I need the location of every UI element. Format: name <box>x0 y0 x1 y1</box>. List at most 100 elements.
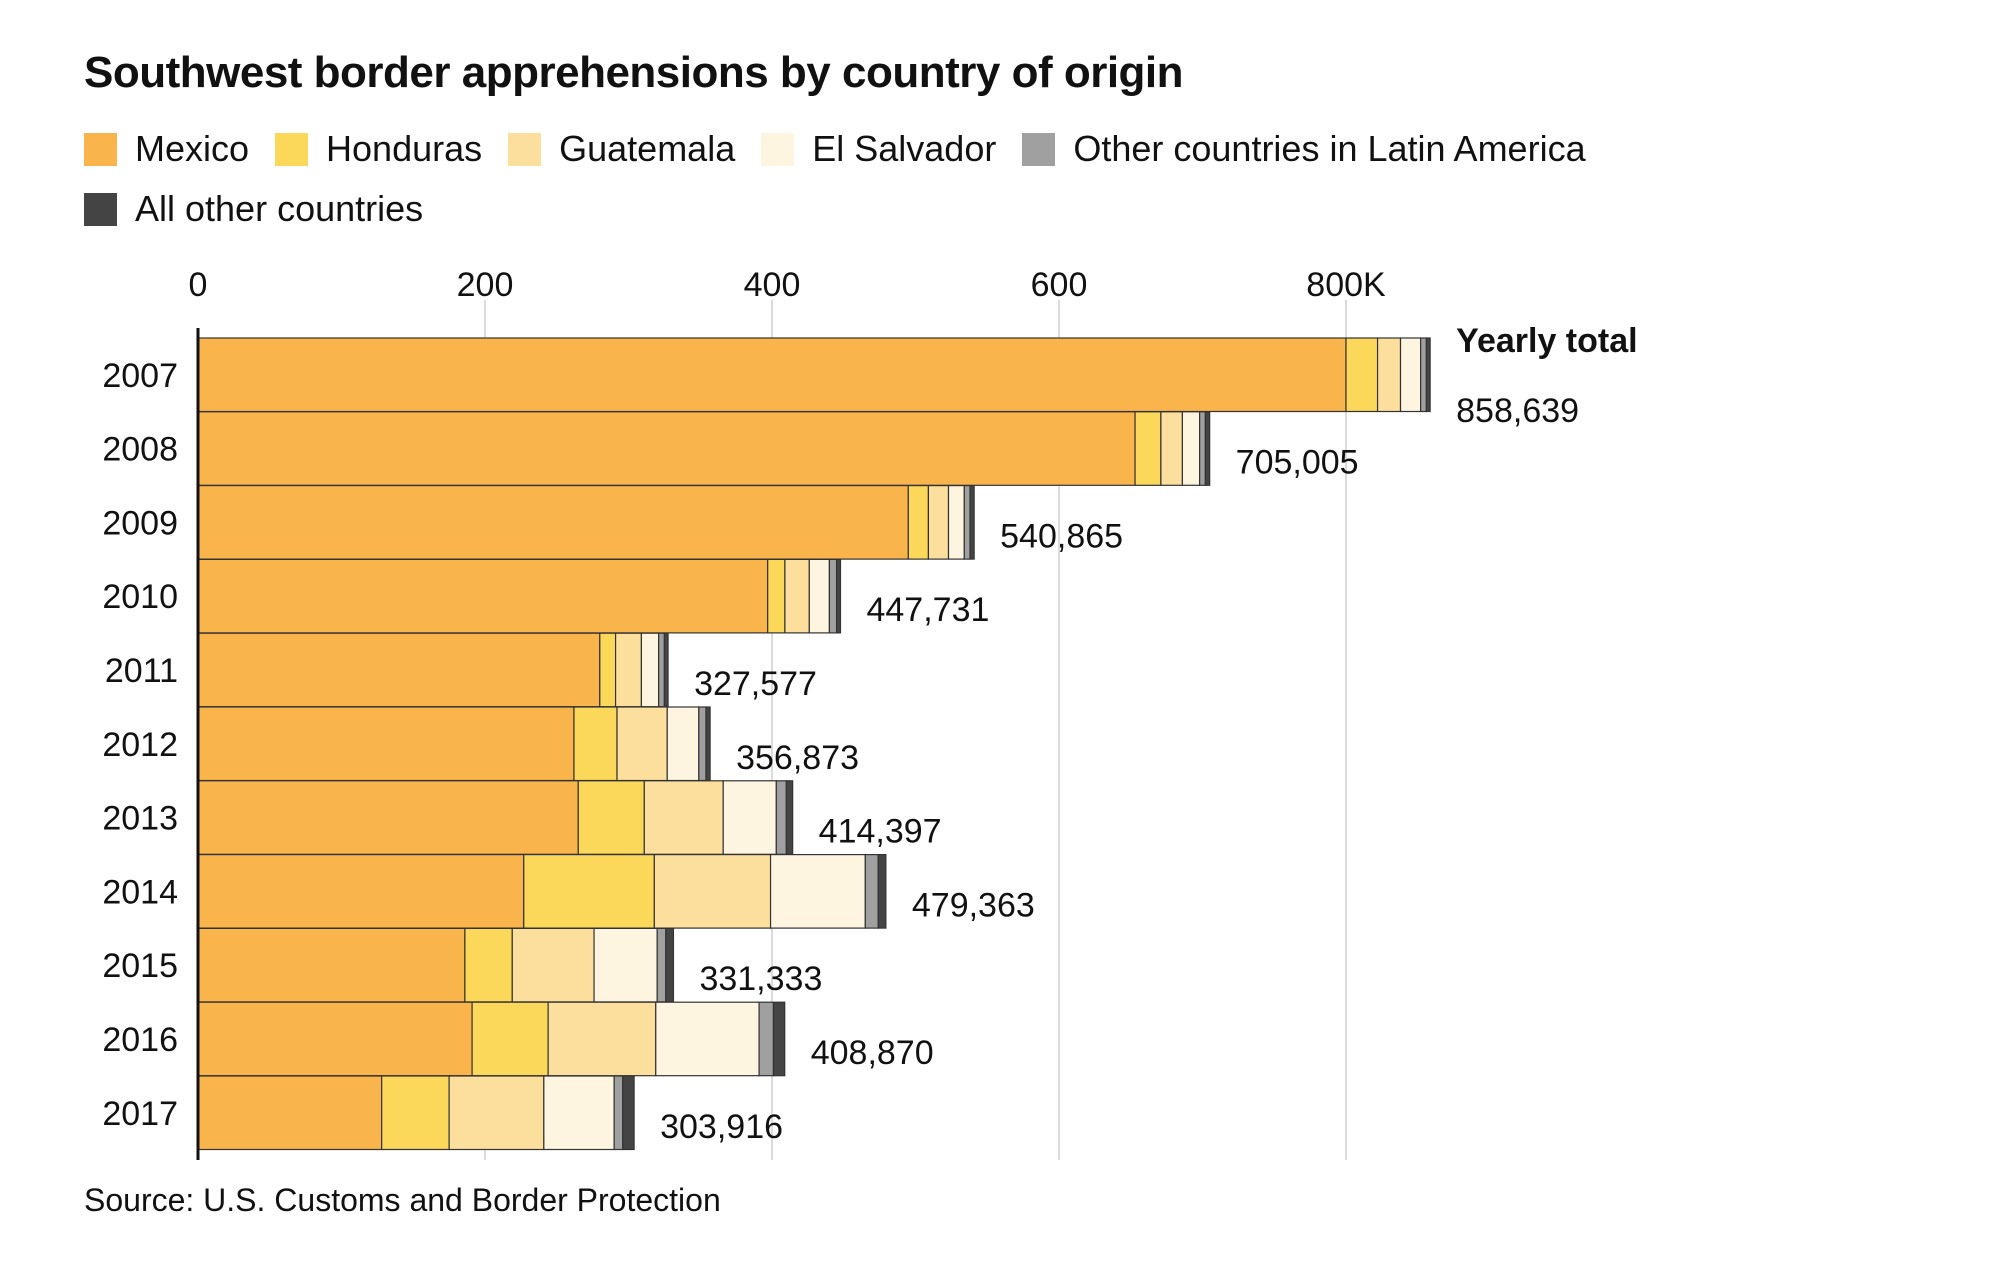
bar-segment-honduras <box>599 632 617 708</box>
bar-segment-all-other-countries <box>1204 411 1211 486</box>
legend-swatch <box>275 132 309 166</box>
bar-segment-all-other-countries <box>785 780 794 855</box>
y-category-label: 2010 <box>102 578 178 616</box>
bar-segment-mexico <box>197 558 769 634</box>
y-category-label: 2014 <box>102 873 178 911</box>
bar-segment-honduras <box>464 927 513 1003</box>
total-label: 479,363 <box>912 886 1035 924</box>
yearly-total-header: Yearly total <box>1456 322 1637 360</box>
bar-segment-other-countries-in-latin-america <box>658 632 665 708</box>
legend-item-honduras: Honduras <box>275 128 482 170</box>
legend-label: El Salvador <box>812 128 997 169</box>
total-label: 705,005 <box>1236 444 1359 482</box>
bar-segment-other-countries-in-latin-america <box>828 558 838 634</box>
bar-segment-honduras <box>577 780 645 855</box>
bar-segment-el-salvador <box>1181 411 1201 486</box>
y-category-label: 2007 <box>102 357 178 395</box>
bar-segment-all-other-countries <box>877 853 887 929</box>
bar-segment-guatemala <box>927 485 950 560</box>
bar-segment-other-countries-in-latin-america <box>613 1075 624 1151</box>
bar-segment-mexico <box>197 1075 383 1151</box>
legend-item-all-other-countries: All other countries <box>84 188 423 230</box>
source-note: Source: U.S. Customs and Border Protecti… <box>84 1182 721 1218</box>
legend-label: Guatemala <box>559 128 736 169</box>
bar-segment-el-salvador <box>947 485 965 560</box>
bar-segment-mexico <box>197 411 1136 486</box>
bar-segment-other-countries-in-latin-america <box>775 780 787 855</box>
bar-segment-other-countries-in-latin-america <box>963 485 971 560</box>
bar-segment-guatemala <box>547 1001 657 1077</box>
bar-segment-honduras <box>767 558 786 634</box>
y-category-label: 2008 <box>102 431 178 469</box>
bar-segment-guatemala <box>784 558 810 634</box>
y-category-label: 2016 <box>102 1021 178 1059</box>
legend-item-guatemala: Guatemala <box>508 128 735 170</box>
bar-segment-mexico <box>197 853 525 929</box>
total-label: 540,865 <box>1000 517 1123 555</box>
total-label: 327,577 <box>694 665 817 703</box>
bar-segment-el-salvador <box>808 558 830 634</box>
legend-label: All other countries <box>135 188 424 229</box>
total-label: 408,870 <box>811 1034 934 1072</box>
legend-item-mexico: Mexico <box>84 128 249 170</box>
legend-item-other-countries-in-latin-america: Other countries in Latin America <box>1022 128 1586 170</box>
bar-segment-all-other-countries <box>1425 337 1431 413</box>
y-category-label: 2015 <box>102 947 178 985</box>
total-label: 414,397 <box>819 813 942 851</box>
bar-segment-guatemala <box>1160 411 1184 486</box>
legend-swatch <box>84 192 117 226</box>
bar-segment-el-salvador <box>722 780 777 855</box>
y-category-label: 2009 <box>102 504 178 542</box>
bar-segment-mexico <box>197 1001 473 1077</box>
bar-segment-all-other-countries <box>969 485 975 560</box>
bar-segment-el-salvador <box>666 706 700 782</box>
chart-title: Southwest border apprehensions by countr… <box>84 48 1184 97</box>
y-category-label: 2011 <box>105 652 178 690</box>
legend-label: Other countries in Latin America <box>1073 128 1586 169</box>
bar-segment-all-other-countries <box>665 927 675 1003</box>
x-tick-label: 200 <box>457 266 514 304</box>
total-label: 858,639 <box>1456 392 1579 430</box>
bar-segment-all-other-countries <box>622 1075 635 1151</box>
bar-segment-all-other-countries <box>772 1001 786 1077</box>
bar-segment-mexico <box>197 927 466 1003</box>
x-tick-label: 400 <box>744 266 801 304</box>
total-label: 447,731 <box>866 591 989 629</box>
bar-segment-other-countries-in-latin-america <box>1420 337 1427 413</box>
bar-segment-guatemala <box>614 632 643 708</box>
bar-segment-honduras <box>381 1075 450 1151</box>
bar-segment-honduras <box>471 1001 549 1077</box>
legend-label: Mexico <box>135 128 250 169</box>
legend-label: Honduras <box>326 128 483 169</box>
bar-segment-honduras <box>1345 337 1379 413</box>
bar-segment-honduras <box>523 853 655 929</box>
bar-segment-honduras <box>1134 411 1162 486</box>
bar-segment-el-salvador <box>543 1075 615 1151</box>
y-category-label: 2013 <box>102 800 178 838</box>
bar-segment-el-salvador <box>655 1001 760 1077</box>
y-category-label: 2017 <box>102 1095 178 1133</box>
bar-segment-guatemala <box>1376 337 1402 413</box>
bar-segment-mexico <box>197 485 909 560</box>
total-label: 356,873 <box>736 739 859 777</box>
bar-segment-other-countries-in-latin-america <box>698 706 707 782</box>
x-tick-label: 0 <box>189 266 208 304</box>
bar-segment-all-other-countries <box>835 558 842 634</box>
legend-swatch <box>761 132 795 166</box>
legend-swatch <box>508 132 542 166</box>
bar-segment-guatemala <box>448 1075 545 1151</box>
bar-segment-other-countries-in-latin-america <box>656 927 667 1003</box>
bar-segment-other-countries-in-latin-america <box>1199 411 1206 486</box>
x-tick-label: 800K <box>1306 266 1386 304</box>
bar-segment-mexico <box>197 632 601 708</box>
bar-segment-guatemala <box>616 706 668 782</box>
bar-segment-guatemala <box>653 853 772 929</box>
bar-segment-el-salvador <box>640 632 660 708</box>
bar-segment-guatemala <box>511 927 595 1003</box>
bar-segment-mexico <box>197 337 1347 413</box>
total-label: 303,916 <box>660 1108 783 1146</box>
bar-segment-guatemala <box>643 780 724 855</box>
bar-segment-other-countries-in-latin-america <box>758 1001 775 1077</box>
bar-segment-honduras <box>907 485 930 560</box>
bar-segment-all-other-countries <box>705 706 711 782</box>
